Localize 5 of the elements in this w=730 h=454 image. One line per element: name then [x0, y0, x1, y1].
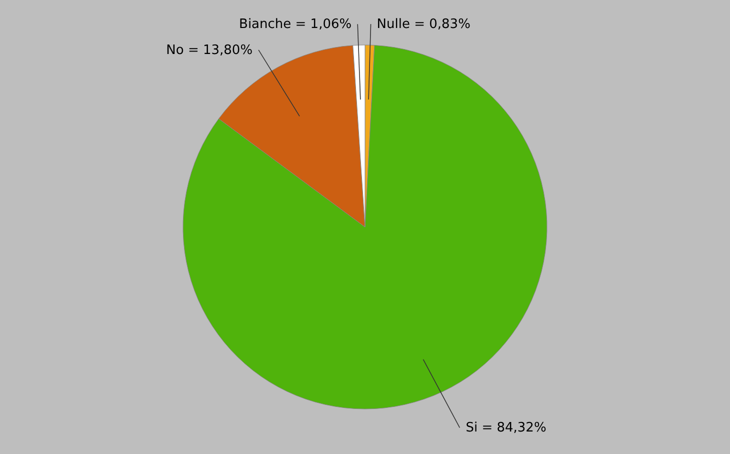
slice-label: Nulle = 0,83% [376, 17, 470, 32]
slice-label: No = 13,80% [166, 42, 253, 58]
slice-label: Bianche = 1,06% [239, 17, 352, 32]
pie-slice [182, 44, 548, 410]
slice-label: Si = 84,32% [466, 420, 546, 436]
